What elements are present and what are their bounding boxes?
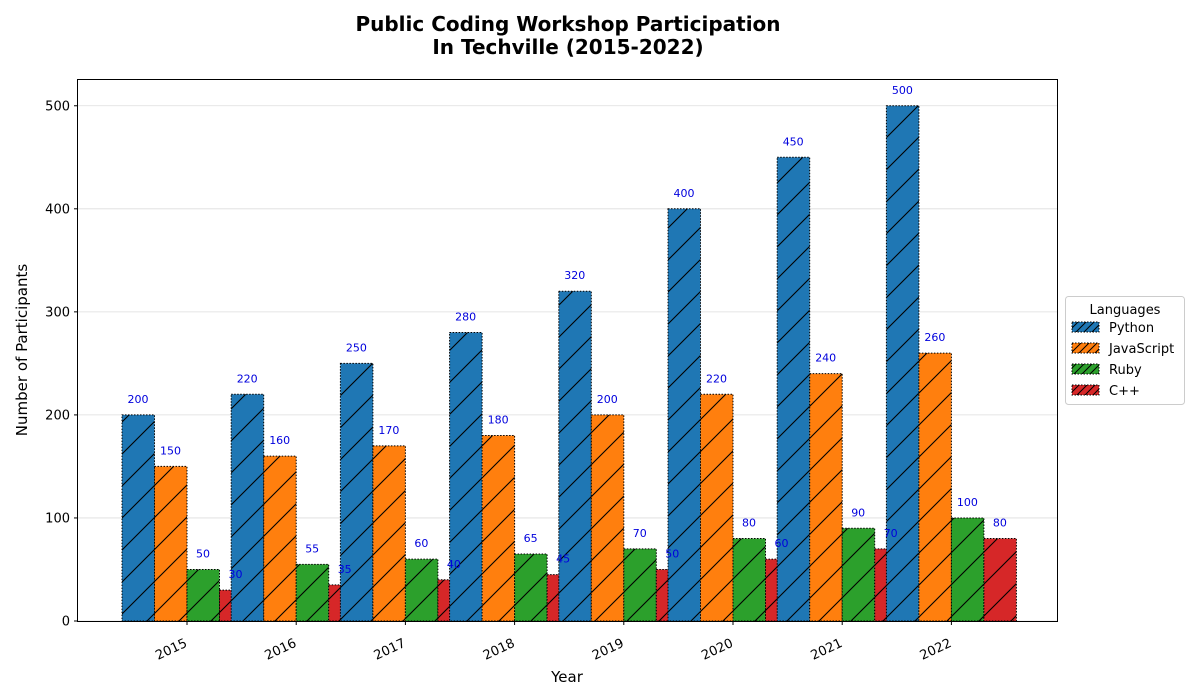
bar-hatch-overlay [700, 393, 734, 622]
bar-hatch-overlay [776, 156, 811, 622]
bar-value-label: 50 [196, 547, 210, 560]
bar-value-label: 260 [924, 331, 945, 344]
legend-swatch-hatch [1071, 342, 1100, 354]
legend-label: C++ [1109, 384, 1140, 399]
bar-hatch-overlay [186, 568, 220, 622]
bar-hatch-overlay [623, 548, 657, 622]
bar-value-label: 30 [229, 568, 243, 581]
y-tick-label: 300 [45, 305, 70, 320]
bar-hatch-overlay [590, 414, 625, 622]
plot-frame [77, 79, 1058, 622]
bar-value-label: 60 [414, 537, 428, 550]
bar-hatch-overlay [558, 290, 592, 622]
legend-entries: Python JavaScript Ruby C++ [1071, 321, 1174, 399]
bar-value-label: 80 [993, 517, 1007, 530]
legend-label: JavaScript [1108, 342, 1174, 357]
bar-value-label: 400 [674, 187, 695, 200]
y-tick-label: 500 [45, 99, 70, 114]
x-tick-label: 2020 [699, 636, 735, 664]
legend-title: Languages [1090, 303, 1161, 318]
bar-hatch-overlay [449, 331, 483, 622]
legend: Languages Python JavaScript Ruby C++ [1065, 296, 1185, 405]
y-axis-label: Number of Participants [13, 264, 31, 437]
bar-value-label: 500 [892, 84, 913, 97]
legend-swatch-hatch [1071, 363, 1100, 375]
bar-value-label: 80 [742, 517, 756, 530]
bar-hatch-overlay [732, 538, 766, 622]
y-tick-label: 200 [45, 408, 70, 423]
y-tick-label: 400 [45, 202, 70, 217]
bar-value-label: 150 [160, 444, 181, 457]
bar-value-label: 45 [556, 553, 570, 566]
x-axis-ticks: 2015 2016 2017 2018 2019 2020 2021 2022 [153, 621, 954, 664]
bar-value-label: 55 [305, 542, 319, 555]
bar-hatch-overlay [809, 373, 843, 622]
bar-value-label: 35 [338, 563, 352, 576]
bar-value-label: 320 [564, 269, 585, 282]
x-tick-label: 2021 [809, 636, 845, 664]
legend-swatch-hatch [1071, 321, 1100, 333]
bar-value-label: 240 [815, 352, 836, 365]
bar-value-label: 280 [455, 310, 476, 323]
bar-hatch-overlay [918, 352, 952, 622]
bar-value-label: 170 [378, 424, 399, 437]
bar-hatch-overlay [339, 362, 374, 622]
bar-hatch-overlay [121, 414, 155, 622]
legend-label: Python [1109, 321, 1154, 336]
bar-value-label: 200 [597, 393, 618, 406]
chart-title-line-1: Public Coding Workshop Participation [355, 12, 780, 36]
bar-hatch-overlay [263, 455, 297, 622]
bar-value-label: 60 [775, 537, 789, 550]
y-axis-ticks: 0 100 200 300 400 500 [45, 99, 78, 630]
bar-value-label: 180 [488, 414, 509, 427]
bar-hatch-overlay [983, 538, 1017, 622]
bar-value-label: 220 [237, 372, 258, 385]
x-tick-label: 2018 [481, 636, 517, 664]
bar-hatch-overlay [885, 105, 920, 622]
y-tick-label: 100 [45, 511, 70, 526]
x-axis-label: Year [550, 668, 584, 686]
bar-value-label: 450 [783, 135, 804, 148]
bar-value-label: 200 [128, 393, 149, 406]
bar-hatch-overlay [841, 527, 876, 622]
bar-value-label: 70 [884, 527, 898, 540]
bar-hatch-overlay [667, 208, 701, 622]
bar-value-label: 90 [851, 506, 865, 519]
x-tick-label: 2015 [153, 636, 189, 664]
bar-value-label: 50 [665, 547, 679, 560]
bar-value-label: 65 [524, 532, 538, 545]
bar-hatch-overlay [514, 553, 548, 622]
bar-value-label: 250 [346, 341, 367, 354]
x-tick-label: 2017 [372, 636, 408, 664]
bar-value-label: 160 [269, 434, 290, 447]
bar-hatch-overlay [372, 445, 406, 622]
y-tick-label: 0 [62, 615, 70, 630]
bar-hatch-overlay [481, 435, 516, 622]
bar-value-label: 40 [447, 558, 461, 571]
x-tick-label: 2016 [263, 636, 299, 664]
bar-hatch-overlay [404, 558, 439, 622]
bars [121, 105, 1017, 622]
bar-hatch-overlay [154, 465, 188, 622]
legend-label: Ruby [1109, 363, 1142, 378]
bar-hatch-overlay [950, 517, 985, 622]
chart-title-line-2: In Techville (2015-2022) [432, 35, 703, 59]
bar-hatch-overlay [230, 393, 265, 622]
legend-swatch-hatch [1071, 384, 1100, 396]
bar-value-label: 100 [957, 496, 978, 509]
x-tick-label: 2019 [590, 636, 626, 664]
bar-hatch-overlay [295, 563, 330, 622]
bar-value-label: 220 [706, 372, 727, 385]
bar-value-label: 70 [633, 527, 647, 540]
x-tick-label: 2022 [918, 636, 954, 664]
value-labels: 200 150 50 30 220 160 55 35 250 170 60 40 280 180 65 45… [128, 84, 1007, 581]
